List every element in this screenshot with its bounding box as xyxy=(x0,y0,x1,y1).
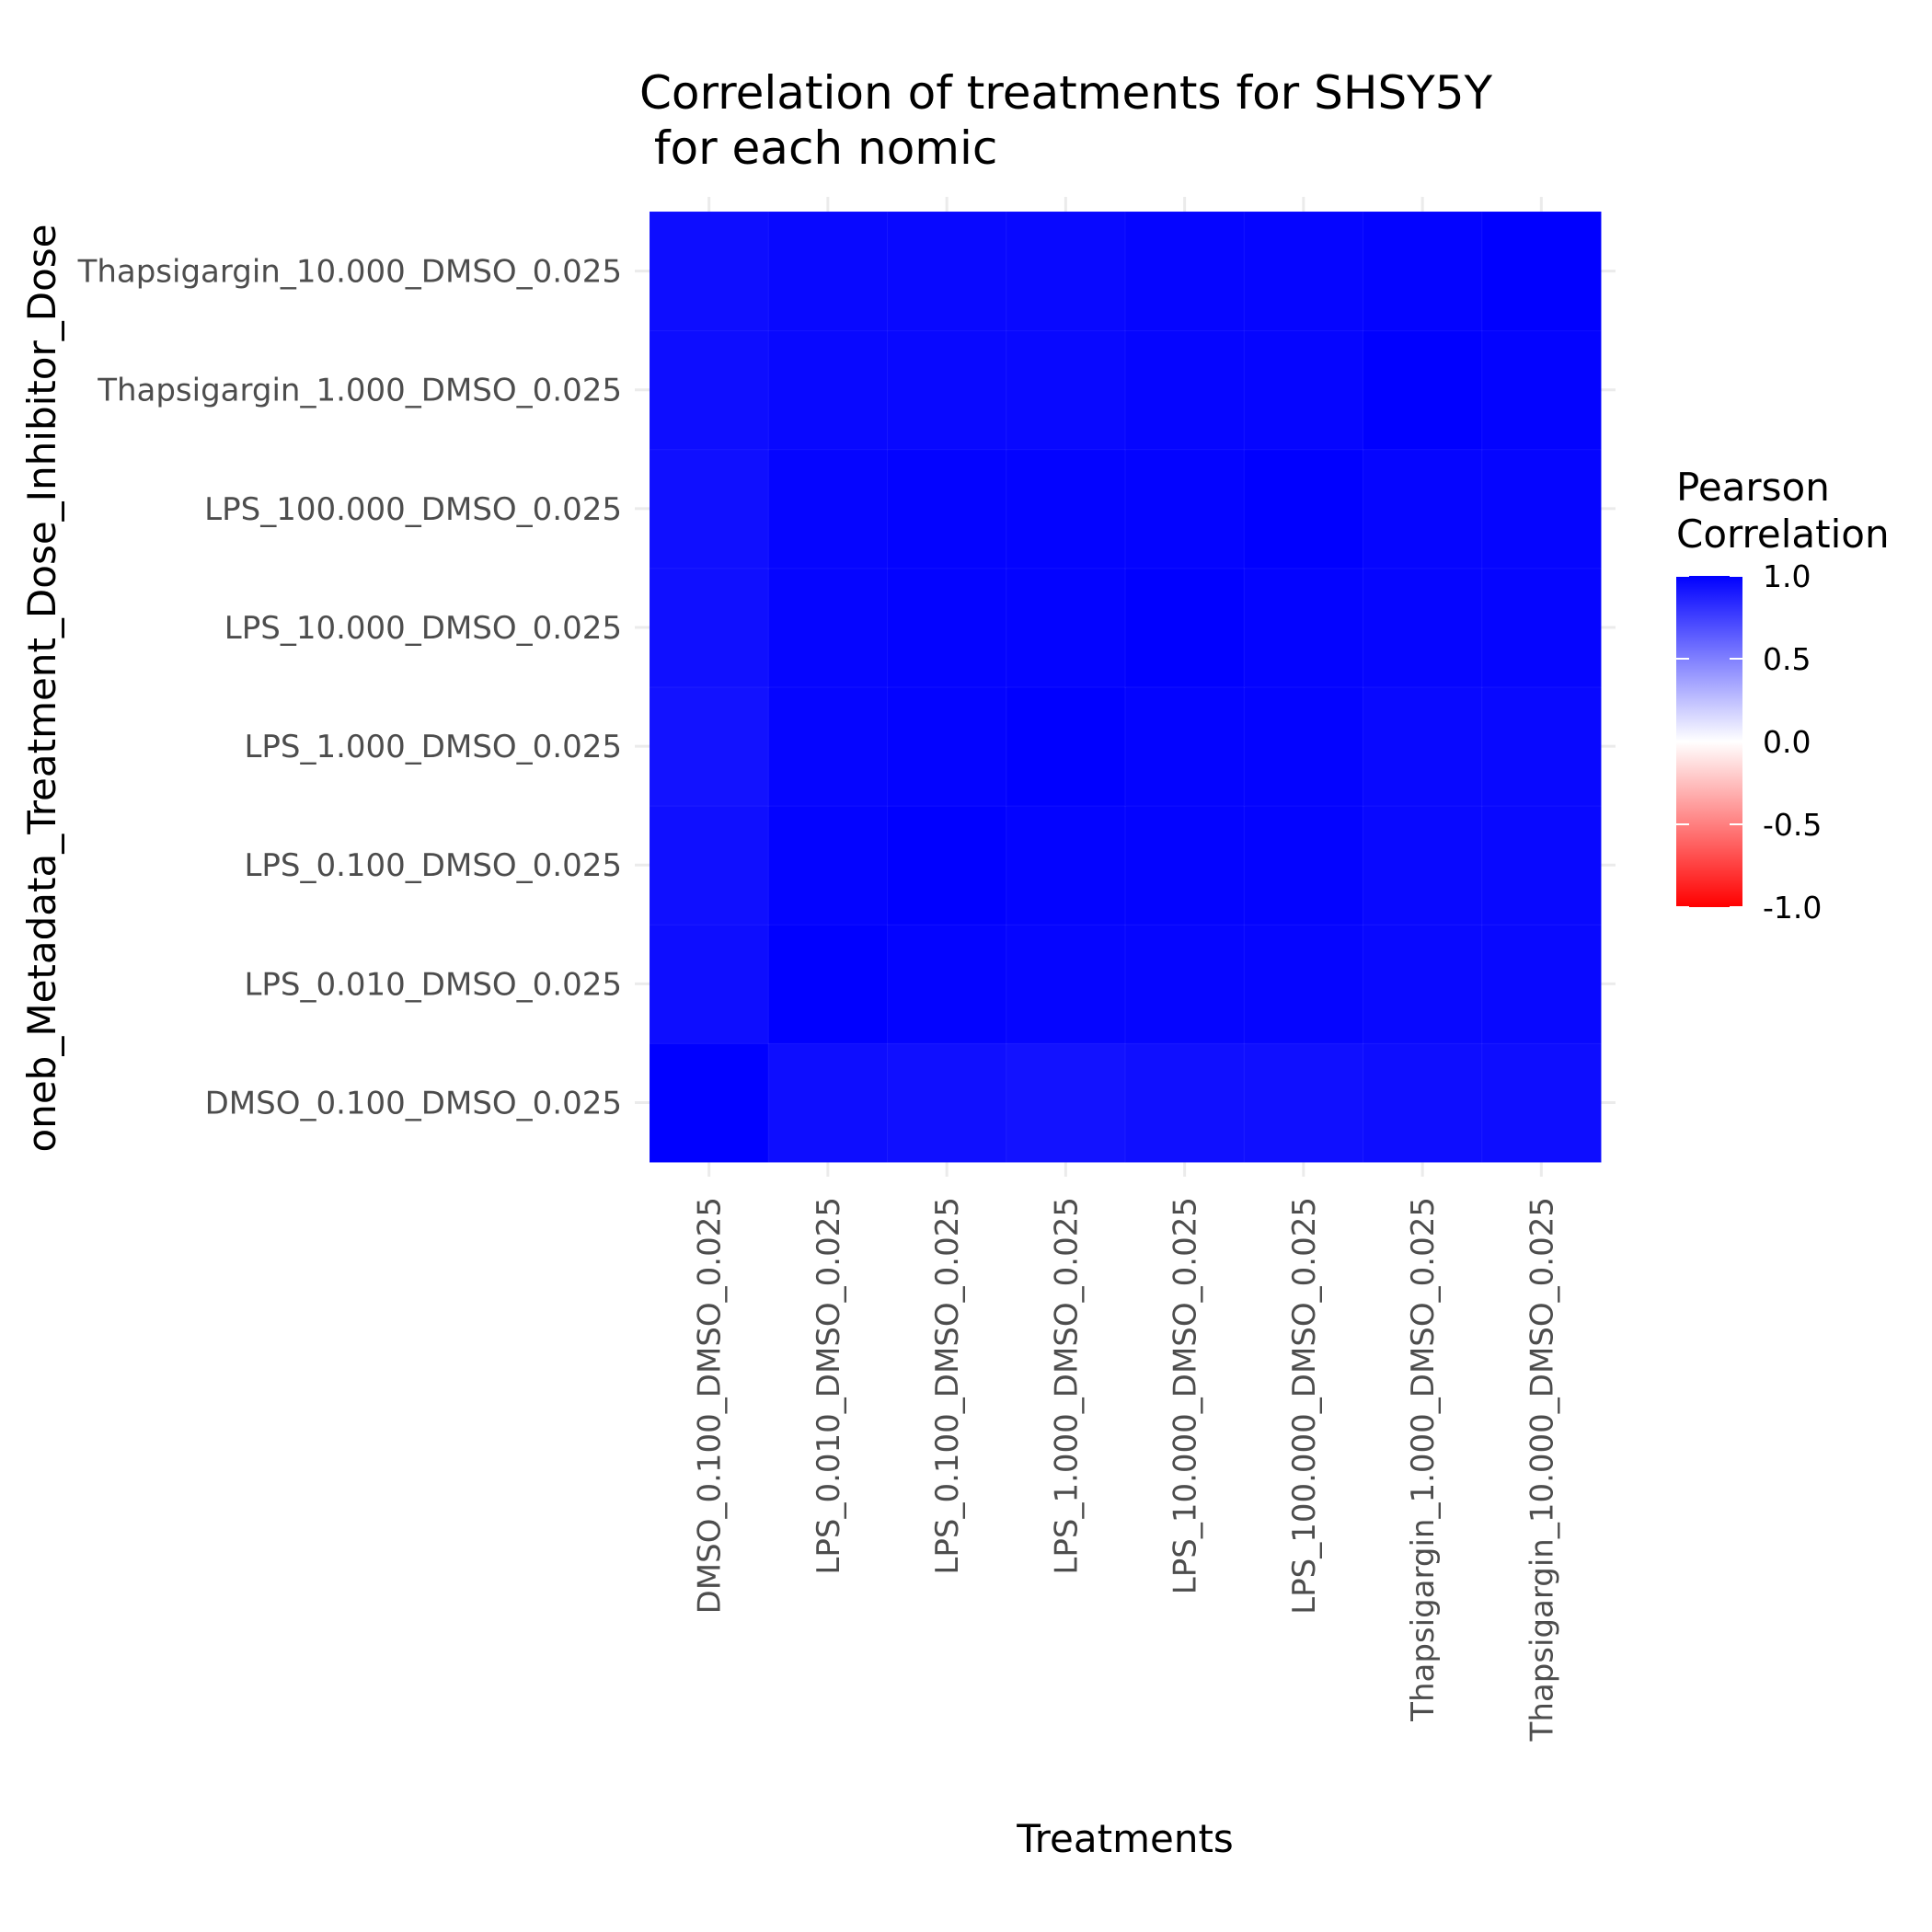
heatmap-cell xyxy=(767,686,889,807)
heatmap-cell xyxy=(887,1042,1007,1163)
heatmap-cell xyxy=(1363,1042,1483,1163)
heatmap-cell xyxy=(649,567,770,688)
heatmap-cell xyxy=(1363,924,1483,1044)
heatmap-cell xyxy=(767,567,889,688)
y-tick-label: Thapsigargin_10.000_DMSO_0.025 xyxy=(77,254,622,291)
heatmap-cell xyxy=(1006,1042,1126,1163)
legend-tick-label: 1.0 xyxy=(1763,558,1811,594)
heatmap-cell xyxy=(1006,211,1126,332)
y-tick-labels: DMSO_0.100_DMSO_0.025 LPS_0.010_DMSO_0.02… xyxy=(77,254,622,1122)
heatmap-cell xyxy=(887,329,1007,451)
heatmap-cell xyxy=(767,211,889,332)
y-tick-label: LPS_0.100_DMSO_0.025 xyxy=(244,847,622,884)
heatmap-cell xyxy=(1481,211,1602,332)
heatmap-cell xyxy=(887,567,1007,688)
heatmap-cell xyxy=(1243,211,1364,332)
heatmap-cell xyxy=(1124,686,1246,807)
heatmap-cell xyxy=(1481,329,1602,451)
x-tick-label: LPS_0.100_DMSO_0.025 xyxy=(929,1197,966,1575)
x-tick-label: LPS_0.010_DMSO_0.025 xyxy=(811,1197,847,1575)
heatmap-cell xyxy=(1481,805,1602,926)
heatmap-cell xyxy=(1006,805,1126,926)
heatmap-cell xyxy=(1006,567,1126,688)
heatmap-cell xyxy=(1006,329,1126,451)
legend-ticks: 1.0 0.5 0.0 -0.5 -1.0 xyxy=(1676,558,1822,926)
heatmap-tiles xyxy=(649,211,1602,1163)
heatmap-cell xyxy=(1363,448,1483,569)
heatmap-cell xyxy=(1243,448,1364,569)
heatmap-cell xyxy=(1363,567,1483,688)
legend-tick-label: 0.0 xyxy=(1763,724,1811,760)
x-tick-label: LPS_100.000_DMSO_0.025 xyxy=(1286,1197,1323,1615)
heatmap-cell xyxy=(887,211,1007,332)
heatmap-cell xyxy=(887,448,1007,569)
chart-title-line-1: Correlation of treatments for SHSY5Y xyxy=(639,66,1493,120)
heatmap-cell xyxy=(767,805,889,926)
heatmap-cell xyxy=(1481,686,1602,807)
heatmap-cell xyxy=(887,686,1007,807)
heatmap-cell xyxy=(1006,686,1126,807)
y-tick-label: LPS_10.000_DMSO_0.025 xyxy=(224,610,622,647)
heatmap-cell xyxy=(649,1042,770,1163)
y-tick-label: LPS_100.000_DMSO_0.025 xyxy=(204,491,622,528)
heatmap-cell xyxy=(1243,567,1364,688)
legend-tick-label: 0.5 xyxy=(1763,641,1811,677)
heatmap-cell xyxy=(887,924,1007,1044)
heatmap-cell xyxy=(1481,567,1602,688)
y-tick-label: DMSO_0.100_DMSO_0.025 xyxy=(205,1085,622,1121)
heatmap-cell xyxy=(649,329,770,451)
x-tick-label: LPS_1.000_DMSO_0.025 xyxy=(1048,1197,1085,1575)
heatmap-cell xyxy=(1124,211,1246,332)
x-tick-labels: DMSO_0.100_DMSO_0.025 LPS_0.010_DMSO_0.02… xyxy=(692,1197,1561,1742)
heatmap-cell xyxy=(1363,211,1483,332)
heatmap-cell xyxy=(767,448,889,569)
heatmap-cell xyxy=(1124,567,1246,688)
y-tick-label: LPS_1.000_DMSO_0.025 xyxy=(244,729,622,765)
heatmap-cell xyxy=(649,686,770,807)
y-tick-label: LPS_0.010_DMSO_0.025 xyxy=(244,966,622,1003)
heatmap-cell xyxy=(767,924,889,1044)
heatmap-cell xyxy=(1481,924,1602,1044)
heatmap-cell xyxy=(1006,924,1126,1044)
heatmap-cell xyxy=(649,805,770,926)
y-axis-title: oneb_Metadata_Treatment_Dose_Inhibitor_D… xyxy=(19,224,64,1153)
heatmap-cell xyxy=(1124,805,1246,926)
heatmap-cell xyxy=(1481,448,1602,569)
heatmap-cell xyxy=(649,924,770,1044)
heatmap-cell xyxy=(1243,329,1364,451)
heatmap-cell xyxy=(1006,448,1126,569)
heatmap-cell xyxy=(1124,924,1246,1044)
heatmap-cell xyxy=(1243,686,1364,807)
heatmap-cell xyxy=(649,211,770,332)
x-tick-label: Thapsigargin_10.000_DMSO_0.025 xyxy=(1524,1197,1560,1742)
heatmap-cell xyxy=(1243,805,1364,926)
heatmap-cell xyxy=(887,805,1007,926)
heatmap-cell xyxy=(1243,1042,1364,1163)
x-tick-label: Thapsigargin_1.000_DMSO_0.025 xyxy=(1405,1197,1442,1722)
color-legend: Pearson Correlation 1.0 0.5 0.0 -0.5 -1.0 xyxy=(1676,465,1890,926)
heatmap-cell xyxy=(1124,448,1246,569)
legend-title-line-2: Correlation xyxy=(1676,512,1890,557)
y-tick-label: Thapsigargin_1.000_DMSO_0.025 xyxy=(97,373,622,409)
heatmap-cell xyxy=(1363,686,1483,807)
chart-title-line-2: for each nomic xyxy=(639,121,997,175)
x-axis-title: Treatments xyxy=(1016,1816,1234,1861)
heatmap-cell xyxy=(649,448,770,569)
x-tick-label: DMSO_0.100_DMSO_0.025 xyxy=(692,1197,729,1614)
heatmap-cell xyxy=(1363,805,1483,926)
heatmap-cell xyxy=(1243,924,1364,1044)
heatmap-cell xyxy=(1481,1042,1602,1163)
legend-title-line-1: Pearson xyxy=(1676,465,1830,510)
heatmap-cell xyxy=(1363,329,1483,451)
heatmap-cell xyxy=(767,1042,889,1163)
x-tick-label: LPS_10.000_DMSO_0.025 xyxy=(1167,1197,1204,1594)
heatmap-cell xyxy=(1124,1042,1246,1163)
heatmap-cell xyxy=(1124,329,1246,451)
legend-tick-label: -1.0 xyxy=(1763,890,1822,926)
legend-tick-label: -0.5 xyxy=(1763,807,1822,843)
heatmap-cell xyxy=(767,329,889,451)
